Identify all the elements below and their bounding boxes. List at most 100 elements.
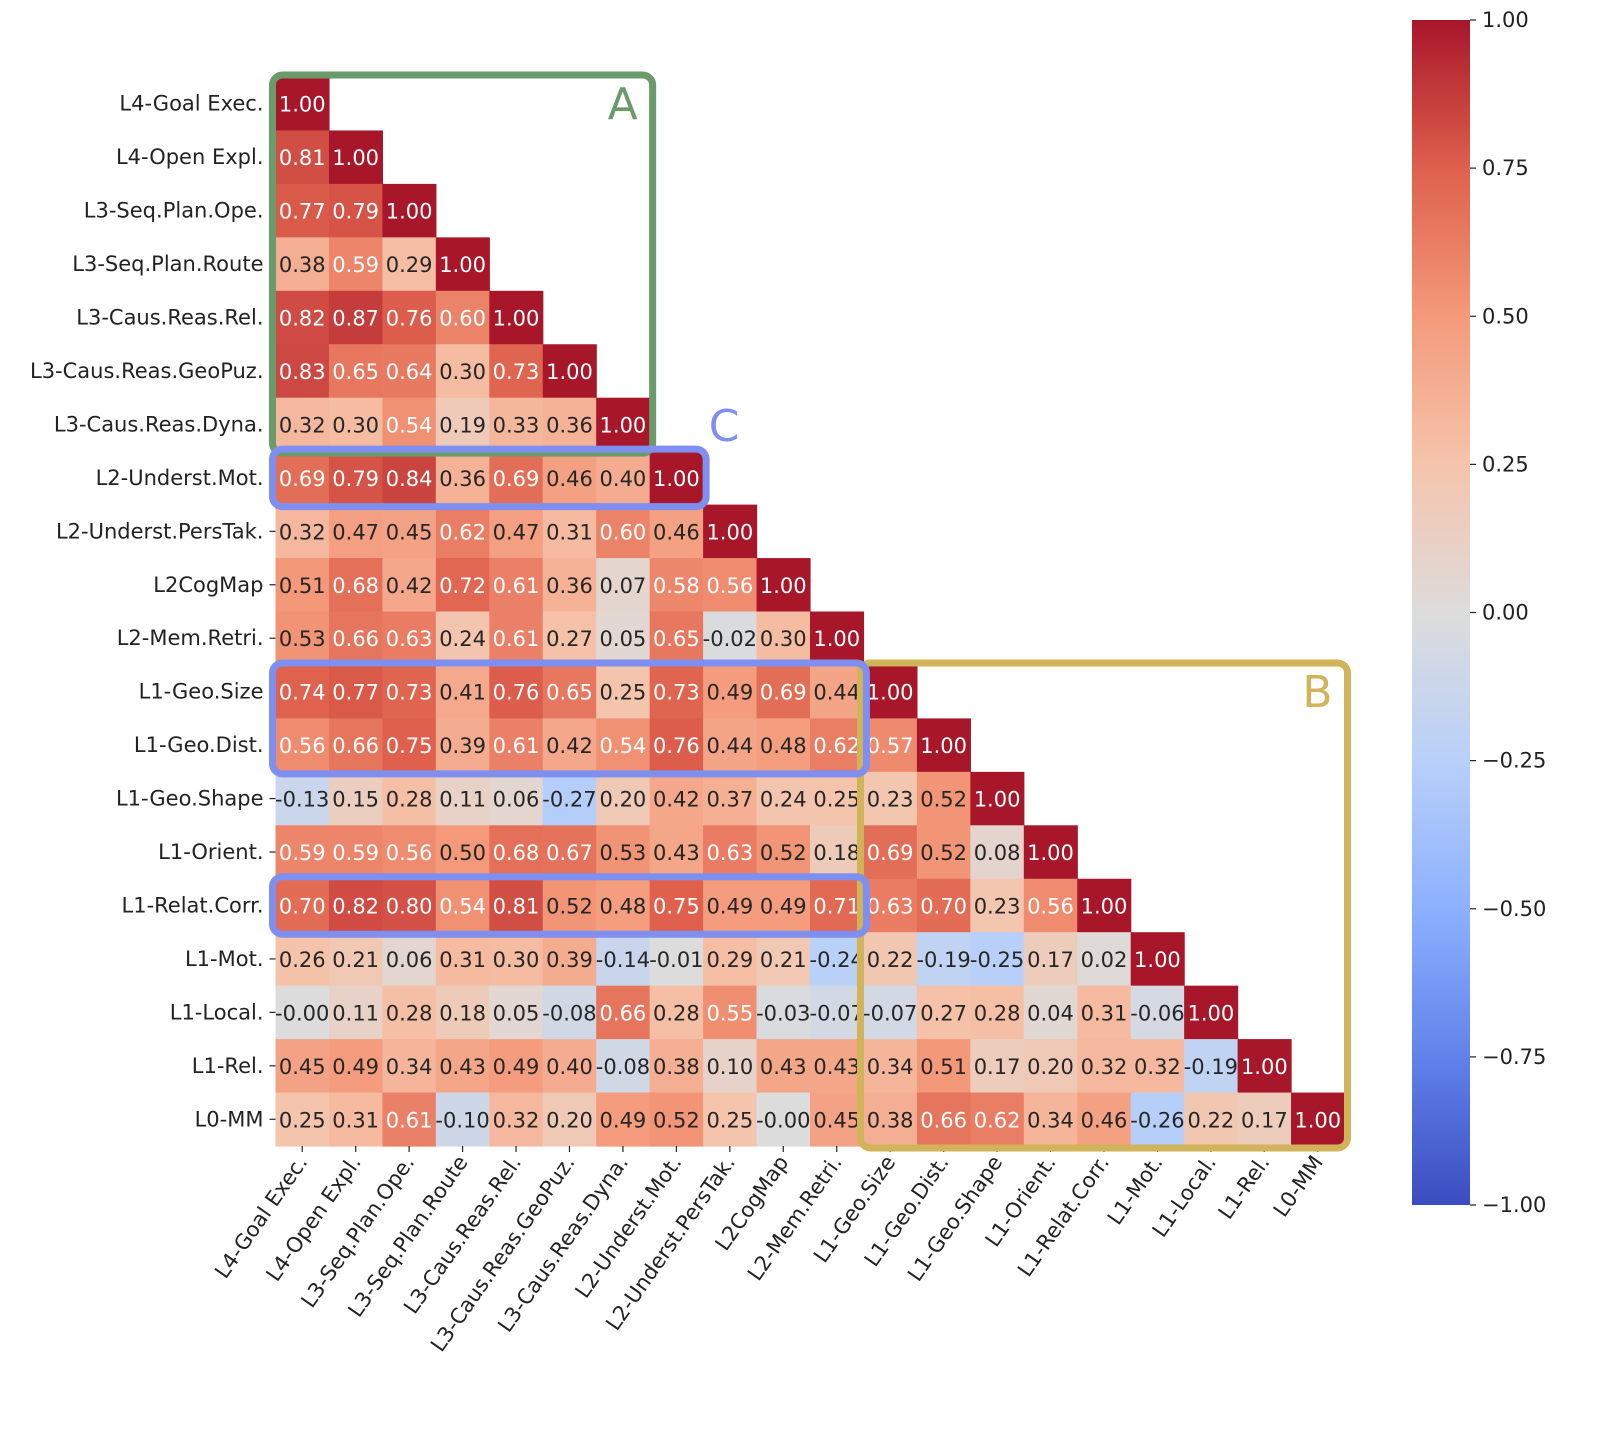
cell-value-label: 0.70	[279, 894, 326, 918]
heatmap-cell	[328, 771, 383, 826]
cell-value-label: 0.43	[760, 1055, 807, 1079]
y-tick-label: L2-Mem.Retri.	[117, 626, 264, 650]
heatmap-cell	[649, 558, 704, 613]
heatmap-cell	[703, 985, 758, 1040]
heatmap-cell	[382, 718, 437, 773]
heatmap-cell	[328, 344, 383, 399]
annotation-label: B	[1302, 667, 1332, 718]
heatmap-cell	[596, 1039, 651, 1094]
heatmap-cell	[1023, 1092, 1078, 1147]
heatmap-cell	[382, 451, 437, 506]
colorbar-tick-label: −0.50	[1482, 897, 1546, 921]
heatmap-cell	[382, 504, 437, 559]
y-tick-label: L1-Geo.Dist.	[134, 733, 264, 757]
y-tick-label: L3-Caus.Reas.GeoPuz.	[30, 359, 264, 383]
colorbar-tick-label: 1.00	[1482, 8, 1529, 32]
heatmap-cell	[328, 718, 383, 773]
cell-value-label: 0.37	[706, 788, 753, 812]
cell-value-label: 0.69	[493, 467, 540, 491]
cell-value-label: 0.61	[493, 734, 540, 758]
cell-value-label: 0.42	[546, 734, 593, 758]
heatmap-cell	[756, 878, 811, 933]
heatmap-cell	[542, 985, 597, 1040]
cell-value-label: -0.19	[916, 948, 970, 972]
cell-value-label: 0.42	[386, 574, 433, 598]
cell-value-label: 0.30	[493, 948, 540, 972]
colorbar-tick-label: −0.25	[1482, 749, 1546, 773]
cell-value-label: 0.31	[332, 1108, 379, 1132]
cell-value-label: 0.52	[760, 841, 807, 865]
cell-value-label: -0.19	[1184, 1055, 1238, 1079]
heatmap-cell	[1023, 825, 1078, 880]
heatmap-cell	[275, 664, 330, 719]
cell-value-label: 0.68	[493, 841, 540, 865]
cell-value-label: 0.82	[332, 894, 379, 918]
cell-value-label: 0.38	[653, 1055, 700, 1079]
heatmap-cell	[703, 771, 758, 826]
heatmap-cell	[756, 1092, 811, 1147]
cell-value-label: 0.76	[493, 681, 540, 705]
x-tick-label: L1-Rel.	[1214, 1151, 1275, 1224]
cell-value-label: 0.56	[386, 841, 433, 865]
cell-value-label: 0.49	[706, 681, 753, 705]
heatmap-cell	[756, 611, 811, 666]
heatmap-cell	[542, 878, 597, 933]
cell-value-label: 0.06	[493, 788, 540, 812]
cell-value-label: 0.56	[706, 574, 753, 598]
heatmap-cell	[489, 932, 544, 987]
cell-value-label: 0.49	[760, 894, 807, 918]
cell-value-label: -0.14	[596, 948, 650, 972]
heatmap-cell	[275, 771, 330, 826]
cell-value-label: 1.00	[706, 520, 753, 544]
cell-value-label: 1.00	[493, 307, 540, 331]
heatmap-cell	[1130, 1039, 1185, 1094]
heatmap-cell	[756, 558, 811, 613]
heatmap-cell	[435, 664, 490, 719]
heatmap-cell	[649, 985, 704, 1040]
heatmap-cell	[542, 558, 597, 613]
heatmap-cell	[489, 1092, 544, 1147]
heatmap-cell	[382, 611, 437, 666]
cell-value-label: 1.00	[760, 574, 807, 598]
cell-value-label: -0.27	[542, 788, 596, 812]
heatmap-cell	[328, 558, 383, 613]
heatmap-cell	[328, 183, 383, 238]
cell-value-label: 0.31	[439, 948, 486, 972]
heatmap-cell	[756, 932, 811, 987]
annotation-box	[269, 873, 870, 938]
heatmap-cell	[970, 878, 1025, 933]
colorbar-scale	[1412, 20, 1470, 1205]
heatmap-cell	[756, 825, 811, 880]
cell-value-label: 0.49	[600, 1108, 647, 1132]
heatmap-cell	[275, 290, 330, 345]
cell-value-label: 0.24	[439, 627, 486, 651]
cell-value-label: 0.76	[386, 307, 433, 331]
annotation-box	[269, 445, 710, 511]
heatmap-cell	[435, 451, 490, 506]
cell-value-label: 0.07	[600, 574, 647, 598]
heatmap-cell	[649, 932, 704, 987]
heatmap-cell	[275, 878, 330, 933]
cell-value-label: -0.07	[863, 1001, 917, 1025]
cell-value-label: 0.73	[493, 360, 540, 384]
cell-value-label: 0.25	[813, 788, 860, 812]
heatmap-cell	[810, 664, 865, 719]
heatmap-cell	[1237, 1039, 1292, 1094]
cell-value-label: 1.00	[546, 360, 593, 384]
heatmap-cell	[435, 1039, 490, 1094]
heatmap-cell	[863, 1039, 918, 1094]
colorbar-tick-label: 0.50	[1482, 304, 1529, 328]
cell-value-label: 0.39	[439, 734, 486, 758]
cell-value-label: 0.69	[279, 467, 326, 491]
heatmap-cell	[703, 932, 758, 987]
cell-value-label: 0.24	[760, 788, 807, 812]
x-tick-label: L4-Goal Exec.	[210, 1151, 312, 1283]
heatmap-cell	[649, 664, 704, 719]
cell-value-label: 0.45	[279, 1055, 326, 1079]
heatmap-cell	[703, 825, 758, 880]
cell-value-label: 0.77	[332, 681, 379, 705]
heatmap-cell	[489, 451, 544, 506]
heatmap-cell	[489, 1039, 544, 1094]
cell-value-label: 0.52	[920, 788, 967, 812]
heatmap-cell	[1077, 932, 1132, 987]
